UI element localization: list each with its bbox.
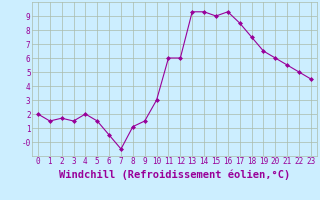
X-axis label: Windchill (Refroidissement éolien,°C): Windchill (Refroidissement éolien,°C) — [59, 169, 290, 180]
